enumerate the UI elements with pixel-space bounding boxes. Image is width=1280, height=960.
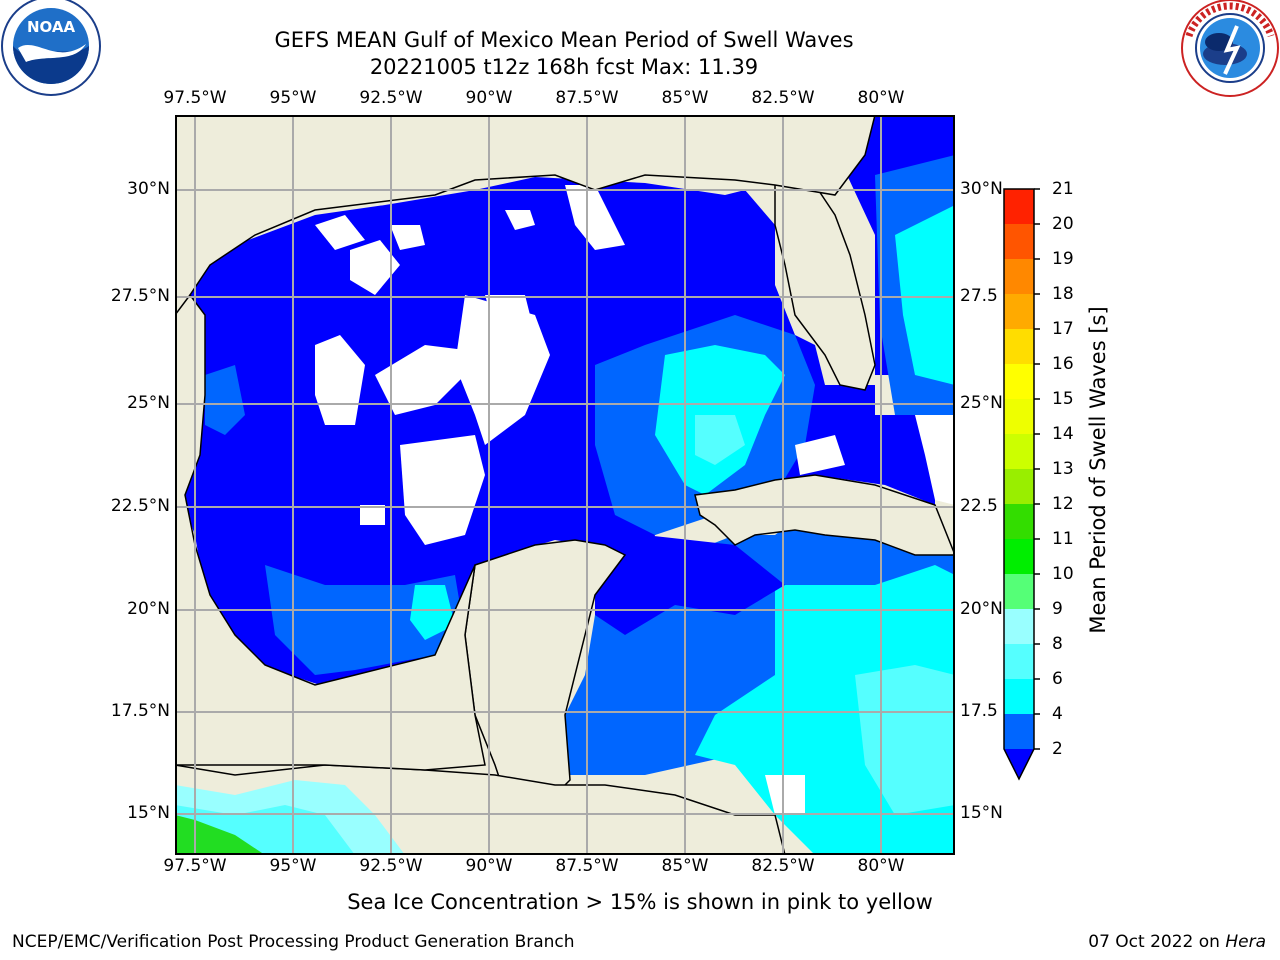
lon-label-top: 95°W bbox=[269, 88, 317, 108]
nws-logo bbox=[1181, 0, 1279, 97]
colorbar-tick: 9 bbox=[1052, 599, 1063, 619]
colorbar bbox=[1003, 188, 1040, 781]
colorbar-tick: 6 bbox=[1052, 669, 1063, 689]
lon-label-top: 82.5°W bbox=[751, 88, 815, 108]
colorbar-tick: 12 bbox=[1052, 494, 1074, 514]
footer-date: 07 Oct 2022 on Hera bbox=[1088, 932, 1266, 952]
footer-host: Hera bbox=[1225, 932, 1266, 952]
lon-label-bottom: 90°W bbox=[465, 856, 513, 876]
sea-ice-note: Sea Ice Concentration > 15% is shown in … bbox=[0, 890, 1280, 914]
gulf-mid-west bbox=[205, 365, 245, 435]
colorbar-tick: 11 bbox=[1052, 529, 1074, 549]
colorbar-tick: 15 bbox=[1052, 389, 1074, 409]
florida bbox=[774, 174, 876, 391]
colorbar-title: Mean Period of Swell Waves [s] bbox=[1086, 306, 1110, 634]
lon-label-top: 90°W bbox=[465, 88, 513, 108]
sea-ice-note-text: Sea Ice Concentration > 15% is shown in … bbox=[347, 890, 933, 914]
lat-label-left: 25°N bbox=[127, 393, 170, 413]
colorbar-tick: 10 bbox=[1052, 564, 1074, 584]
footer-credit: NCEP/EMC/Verification Post Processing Pr… bbox=[12, 932, 575, 952]
swell-period-map bbox=[175, 115, 955, 855]
lat-label-right: 27.5 bbox=[960, 286, 998, 306]
lat-label-left: 17.5°N bbox=[110, 701, 170, 721]
missing-data-patches bbox=[315, 185, 955, 815]
colorbar-outline bbox=[1003, 188, 1035, 781]
colorbar-tick: 20 bbox=[1052, 214, 1074, 234]
lat-label-left: 30°N bbox=[127, 179, 170, 199]
gulf-deep bbox=[180, 177, 935, 685]
lat-label-right: 22.5 bbox=[960, 496, 998, 516]
colorbar-bins bbox=[1004, 189, 1034, 779]
pacific-green bbox=[175, 815, 265, 855]
colorbar-tick: 16 bbox=[1052, 354, 1074, 374]
colorbar-tick: 21 bbox=[1052, 179, 1074, 199]
colorbar-tick: 4 bbox=[1052, 704, 1063, 724]
colorbar-tick: 17 bbox=[1052, 319, 1074, 339]
mexico-west bbox=[175, 293, 486, 771]
lon-label-top: 92.5°W bbox=[359, 88, 423, 108]
colorbar-tick: 18 bbox=[1052, 284, 1074, 304]
svg-text:NOAA: NOAA bbox=[27, 18, 76, 36]
lon-label-bottom: 80°W bbox=[857, 856, 905, 876]
colorbar-tick: 2 bbox=[1052, 739, 1063, 759]
gulf-light-south bbox=[410, 585, 455, 640]
lon-label-bottom: 97.5°W bbox=[163, 856, 227, 876]
footer-date-text: 07 Oct 2022 on bbox=[1088, 932, 1220, 952]
gulf-pale-east bbox=[695, 415, 745, 465]
cuba bbox=[694, 474, 955, 556]
lat-label-left: 22.5°N bbox=[110, 496, 170, 516]
lon-label-bottom: 87.5°W bbox=[555, 856, 619, 876]
lat-label-right: 20°N bbox=[960, 599, 1003, 619]
colorbar-tick: 19 bbox=[1052, 249, 1074, 269]
lon-label-top: 87.5°W bbox=[555, 88, 619, 108]
lat-label-right: 15°N bbox=[960, 803, 1003, 823]
lat-label-left: 20°N bbox=[127, 599, 170, 619]
lat-label-right: 25°N bbox=[960, 393, 1003, 413]
colorbar-tick: 13 bbox=[1052, 459, 1074, 479]
noaa-logo: NOAA bbox=[1, 0, 101, 96]
colorbar-tick: 14 bbox=[1052, 424, 1074, 444]
lon-label-top: 85°W bbox=[661, 88, 709, 108]
yucatan bbox=[464, 539, 627, 796]
lon-label-bottom: 85°W bbox=[661, 856, 709, 876]
lon-label-bottom: 82.5°W bbox=[751, 856, 815, 876]
lat-label-right: 30°N bbox=[960, 179, 1003, 199]
lat-label-left: 15°N bbox=[127, 803, 170, 823]
lon-label-top: 80°W bbox=[857, 88, 905, 108]
colorbar-tick: 8 bbox=[1052, 634, 1063, 654]
lon-label-bottom: 95°W bbox=[269, 856, 317, 876]
gridlines bbox=[175, 115, 955, 855]
lon-label-bottom: 92.5°W bbox=[359, 856, 423, 876]
chart-title: GEFS MEAN Gulf of Mexico Mean Period of … bbox=[274, 28, 854, 52]
lon-label-top: 97.5°W bbox=[163, 88, 227, 108]
atlantic-light bbox=[895, 205, 955, 385]
chart-subtitle: 20221005 t12z 168h fcst Max: 11.39 bbox=[369, 55, 759, 79]
lat-label-left: 27.5°N bbox=[110, 286, 170, 306]
map-frame bbox=[175, 115, 955, 855]
lat-label-right: 17.5 bbox=[960, 701, 998, 721]
